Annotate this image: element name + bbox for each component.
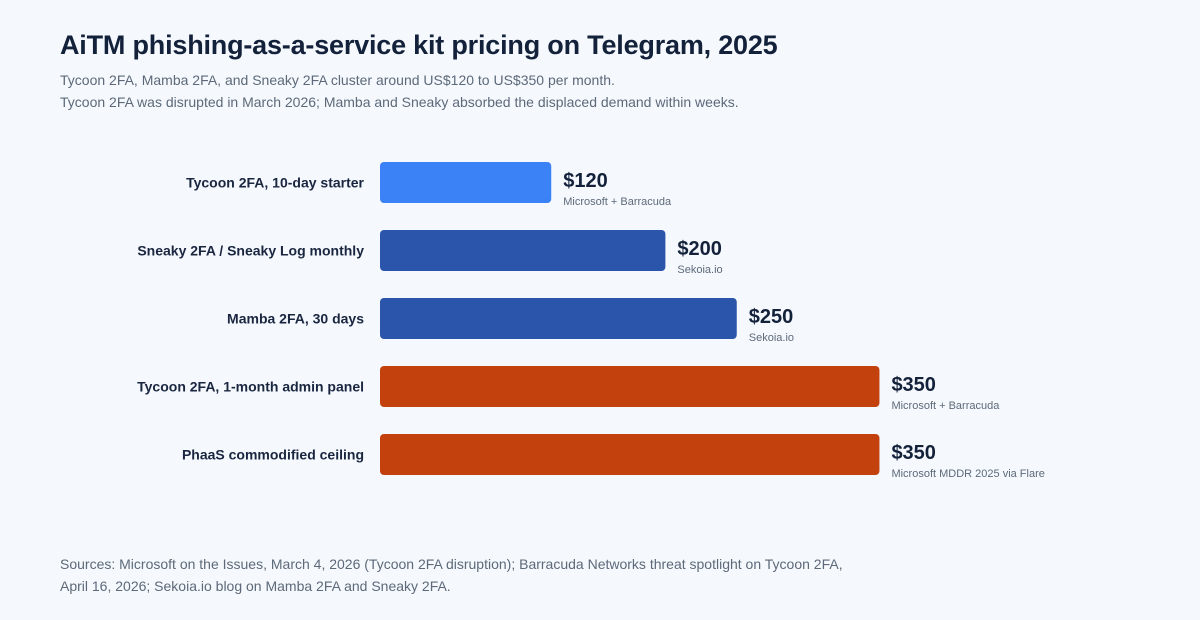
category-label: PhaaS commodified ceiling [182, 447, 364, 463]
chart-title: AiTM phishing-as-a-service kit pricing o… [60, 30, 778, 60]
value-label: $250 [749, 306, 794, 328]
sources-line-2: April 16, 2026; Sekoia.io blog on Mamba … [60, 578, 451, 594]
sources-note: Sources: Microsoft on the Issues, March … [60, 553, 880, 597]
bar [380, 230, 666, 271]
category-label: Mamba 2FA, 30 days [227, 311, 364, 327]
value-label: $200 [677, 238, 722, 260]
bar [380, 366, 880, 407]
value-label: $120 [563, 170, 608, 192]
source-label: Sekoia.io [749, 332, 794, 344]
value-label: $350 [891, 374, 936, 396]
source-label: Microsoft + Barracuda [891, 400, 1000, 412]
bar [380, 162, 552, 203]
chart-subtitle-line-2: Tycoon 2FA was disrupted in March 2026; … [60, 94, 739, 110]
category-label: Tycoon 2FA, 1-month admin panel [137, 379, 364, 395]
source-label: Microsoft + Barracuda [563, 196, 672, 208]
category-label: Tycoon 2FA, 10-day starter [186, 175, 364, 191]
bar [380, 298, 737, 339]
chart-subtitle-line-1: Tycoon 2FA, Mamba 2FA, and Sneaky 2FA cl… [60, 72, 615, 88]
bar [380, 434, 880, 475]
source-label: Microsoft MDDR 2025 via Flare [891, 468, 1044, 480]
category-label: Sneaky 2FA / Sneaky Log monthly [137, 243, 364, 259]
bar-chart: Tycoon 2FA, 10-day starter $120 Microsoft … [137, 162, 1045, 480]
source-label: Sekoia.io [677, 264, 722, 276]
sources-line-1: Sources: Microsoft on the Issues, March … [60, 556, 843, 572]
value-label: $350 [891, 442, 936, 464]
